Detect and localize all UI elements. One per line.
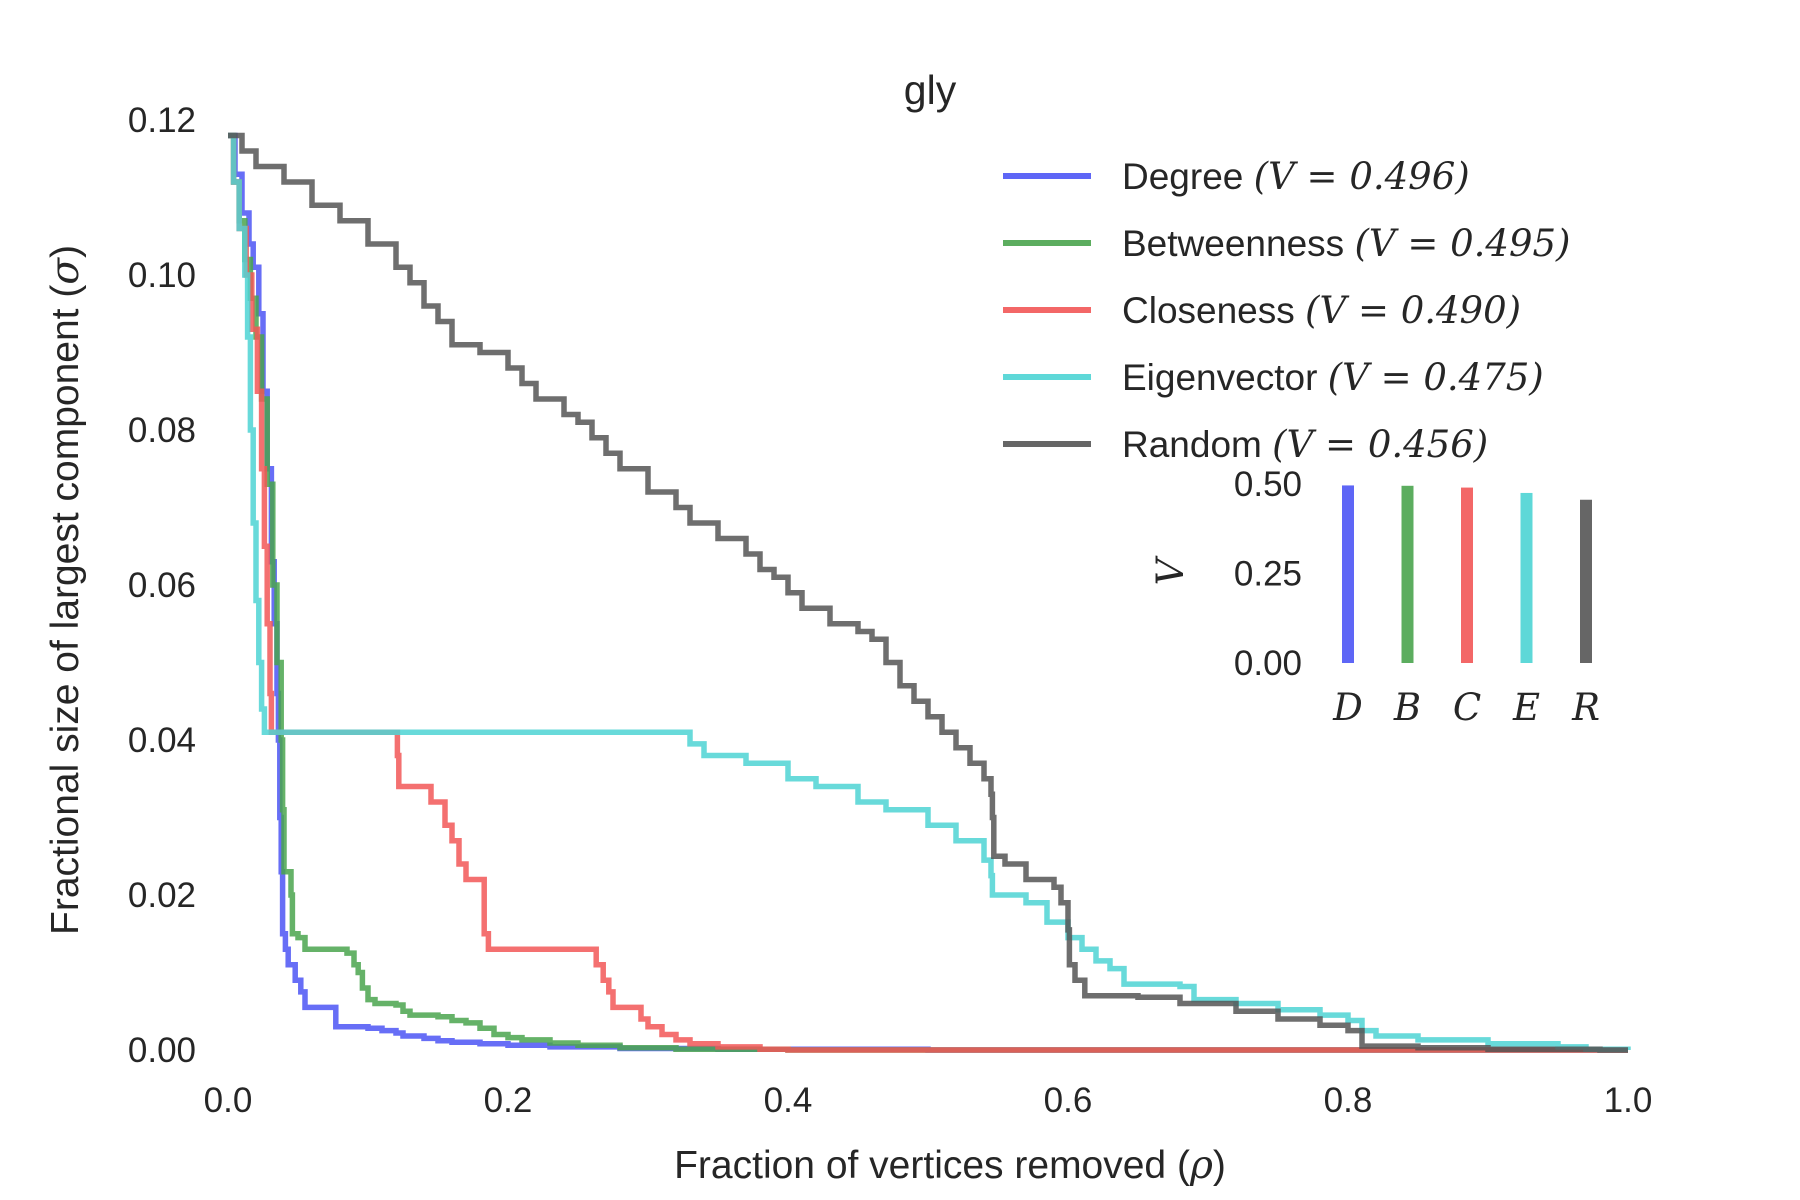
legend-entry-eigenvector: Eigenvector (V = 0.475) <box>1122 356 1544 399</box>
y-tick-label: 0.08 <box>128 411 196 450</box>
inset-y-tick-label: 0.50 <box>1234 465 1302 504</box>
legend: Degree (V = 0.496) Betweenness (V = 0.495… <box>1003 155 1570 466</box>
x-tick-label: 0.6 <box>1044 1081 1093 1120</box>
legend-entry-degree: Degree (V = 0.496) <box>1122 155 1470 198</box>
inset-category-label: B <box>1393 686 1421 729</box>
y-axis-label: Fractional size of largest component (σ) <box>43 245 88 935</box>
y-tick-label: 0.04 <box>128 721 196 760</box>
x-tick-label: 0.4 <box>764 1081 813 1120</box>
legend-v-value: (V = 0.490) <box>1305 289 1521 332</box>
legend-label: Degree <box>1122 156 1254 197</box>
legend-label: Closeness <box>1122 290 1305 331</box>
inset-bar-b <box>1401 485 1414 663</box>
inset-y-axis-label: V <box>1149 555 1192 585</box>
x-tick-labels: 0.0 0.2 0.4 0.6 0.8 1.0 <box>204 1081 1653 1120</box>
inset-bar-r <box>1580 499 1592 663</box>
legend-label: Random <box>1122 424 1272 465</box>
x-tick-label: 0.0 <box>204 1081 253 1120</box>
inset-category-label: R <box>1571 686 1600 729</box>
chart-title: gly <box>904 67 957 113</box>
legend-v-value: (V = 0.495) <box>1354 222 1570 265</box>
series-line-betweenness <box>228 132 1628 1053</box>
series-line-eigenvector <box>228 132 1631 1052</box>
series-line-random <box>228 132 1628 1053</box>
inset-category-label: C <box>1453 686 1481 729</box>
legend-entry-closeness: Closeness (V = 0.490) <box>1122 289 1521 332</box>
inset-y-tick-label: 0.25 <box>1234 555 1302 594</box>
x-tick-label: 1.0 <box>1604 1081 1653 1120</box>
legend-entry-random: Random (V = 0.456) <box>1122 423 1488 466</box>
inset-category-label: D <box>1332 686 1363 729</box>
x-axis-label: Fraction of vertices removed (ρ) <box>674 1143 1226 1188</box>
legend-v-value: (V = 0.456) <box>1272 423 1488 466</box>
inset-bar-d <box>1342 485 1354 663</box>
y-tick-label: 0.00 <box>128 1031 196 1070</box>
series-lines <box>228 132 1631 1053</box>
y-tick-label: 0.10 <box>128 256 196 295</box>
inset-y-tick-label: 0.00 <box>1234 644 1302 683</box>
x-tick-label: 0.8 <box>1324 1081 1373 1120</box>
y-tick-label: 0.02 <box>128 876 196 915</box>
legend-v-value: (V = 0.475) <box>1328 356 1544 399</box>
y-tick-label: 0.12 <box>128 101 196 140</box>
inset-category-label: E <box>1512 686 1540 729</box>
legend-v-value: (V = 0.496) <box>1254 155 1470 198</box>
inset-bars <box>1342 485 1592 663</box>
inset-bar-c <box>1461 487 1473 663</box>
y-tick-labels: 0.00 0.02 0.04 0.06 0.08 0.10 0.12 <box>128 101 196 1070</box>
main-plot-area: 0.0 0.2 0.4 0.6 0.8 1.0 0.000.020.040.060.080… <box>128 101 1652 1120</box>
legend-entry-betweenness: Betweenness (V = 0.495) <box>1122 222 1570 265</box>
series-line-closeness <box>228 132 1628 1053</box>
legend-label: Eigenvector <box>1122 357 1328 398</box>
legend-label: Betweenness <box>1122 223 1354 264</box>
x-tick-label: 0.2 <box>484 1081 533 1120</box>
inset-y-tick-labels: 0.00 0.25 0.50 <box>1234 465 1302 683</box>
y-tick-label: 0.06 <box>128 566 196 605</box>
inset-bar-e <box>1520 492 1533 663</box>
